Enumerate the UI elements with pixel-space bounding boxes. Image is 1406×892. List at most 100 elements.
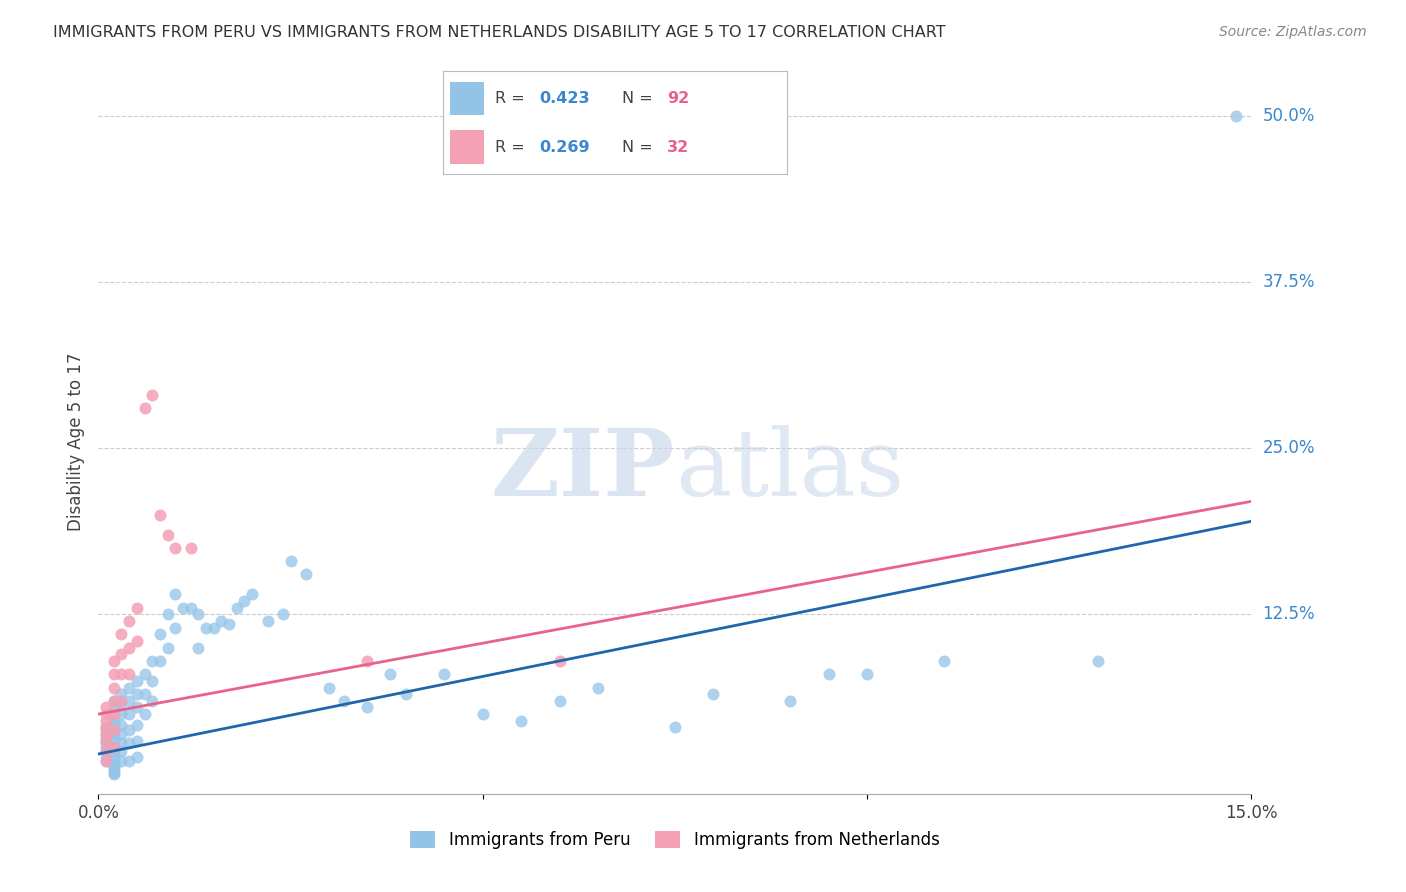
Text: ZIP: ZIP (491, 425, 675, 515)
Point (103, 749, 125, 764)
Bar (450, 130, 484, 163)
Point (149, 654, 172, 668)
Y-axis label: Disability Age 5 to 17: Disability Age 5 to 17 (66, 352, 84, 531)
Point (94, 700, 117, 714)
Point (118, 723, 141, 737)
Point (94, 754, 117, 768)
Point (103, 744, 125, 758)
Point (103, 681, 125, 695)
Text: IMMIGRANTS FROM PERU VS IMMIGRANTS FROM NETHERLANDS DISABILITY AGE 5 TO 17 CORRE: IMMIGRANTS FROM PERU VS IMMIGRANTS FROM … (53, 25, 946, 40)
Point (94, 740, 117, 755)
Text: 25.0%: 25.0% (1263, 439, 1315, 458)
Point (433, 667, 456, 681)
Point (156, 527, 179, 541)
Point (225, 600, 247, 615)
Text: 37.5%: 37.5% (1263, 273, 1315, 291)
Point (103, 754, 125, 768)
Point (187, 607, 209, 622)
Point (118, 754, 141, 768)
Point (510, 714, 533, 728)
Point (103, 694, 125, 708)
Point (280, 554, 302, 568)
Point (779, 694, 801, 708)
Point (195, 621, 218, 635)
Point (125, 733, 148, 747)
Point (103, 667, 125, 681)
Point (149, 627, 172, 641)
Point (94, 744, 117, 758)
Point (118, 694, 141, 708)
Point (125, 749, 148, 764)
Text: 32: 32 (666, 140, 689, 155)
Point (94, 707, 117, 722)
Point (141, 388, 163, 402)
Point (165, 621, 187, 635)
Point (180, 600, 202, 615)
Point (295, 567, 318, 582)
Text: N =: N = (621, 90, 658, 105)
Point (103, 740, 125, 755)
Point (134, 707, 156, 722)
Point (103, 654, 125, 668)
Point (103, 757, 125, 772)
Point (856, 667, 879, 681)
Point (110, 694, 132, 708)
Point (110, 717, 132, 731)
Point (586, 681, 609, 695)
Point (172, 600, 194, 615)
Point (118, 667, 141, 681)
Point (103, 707, 125, 722)
Point (94, 727, 117, 741)
Point (702, 687, 724, 701)
Point (356, 700, 378, 714)
Point (134, 687, 156, 701)
Point (94, 754, 117, 768)
Legend: Immigrants from Peru, Immigrants from Netherlands: Immigrants from Peru, Immigrants from Ne… (404, 824, 946, 856)
Point (356, 654, 378, 668)
Text: R =: R = (495, 140, 530, 155)
Point (103, 763, 125, 777)
Point (134, 667, 156, 681)
Point (110, 667, 132, 681)
Point (165, 541, 187, 555)
Point (110, 727, 132, 741)
Point (94, 720, 117, 734)
Point (103, 740, 125, 755)
Point (110, 754, 132, 768)
Bar (450, 82, 484, 115)
Point (1225, 109, 1247, 123)
Point (817, 667, 839, 681)
Point (240, 587, 263, 601)
Point (110, 627, 132, 641)
Point (156, 607, 179, 622)
Point (94, 714, 117, 728)
Point (110, 687, 132, 701)
Point (94, 727, 117, 741)
Point (118, 681, 141, 695)
Point (548, 654, 571, 668)
Point (110, 647, 132, 661)
Point (202, 621, 225, 635)
Point (548, 694, 571, 708)
Point (103, 700, 125, 714)
Point (141, 654, 163, 668)
Text: 12.5%: 12.5% (1263, 606, 1315, 624)
Point (103, 767, 125, 781)
Point (125, 717, 148, 731)
Point (110, 736, 132, 750)
Text: R =: R = (495, 90, 530, 105)
Point (110, 744, 132, 758)
Point (141, 694, 163, 708)
Point (156, 640, 179, 655)
Text: 92: 92 (666, 90, 689, 105)
Point (94, 720, 117, 734)
Point (125, 673, 148, 688)
Point (932, 654, 955, 668)
Point (209, 614, 232, 628)
Point (103, 723, 125, 737)
Point (125, 700, 148, 714)
Text: 0.423: 0.423 (540, 90, 591, 105)
Text: 50.0%: 50.0% (1263, 107, 1315, 125)
Point (94, 733, 117, 747)
Point (395, 687, 418, 701)
